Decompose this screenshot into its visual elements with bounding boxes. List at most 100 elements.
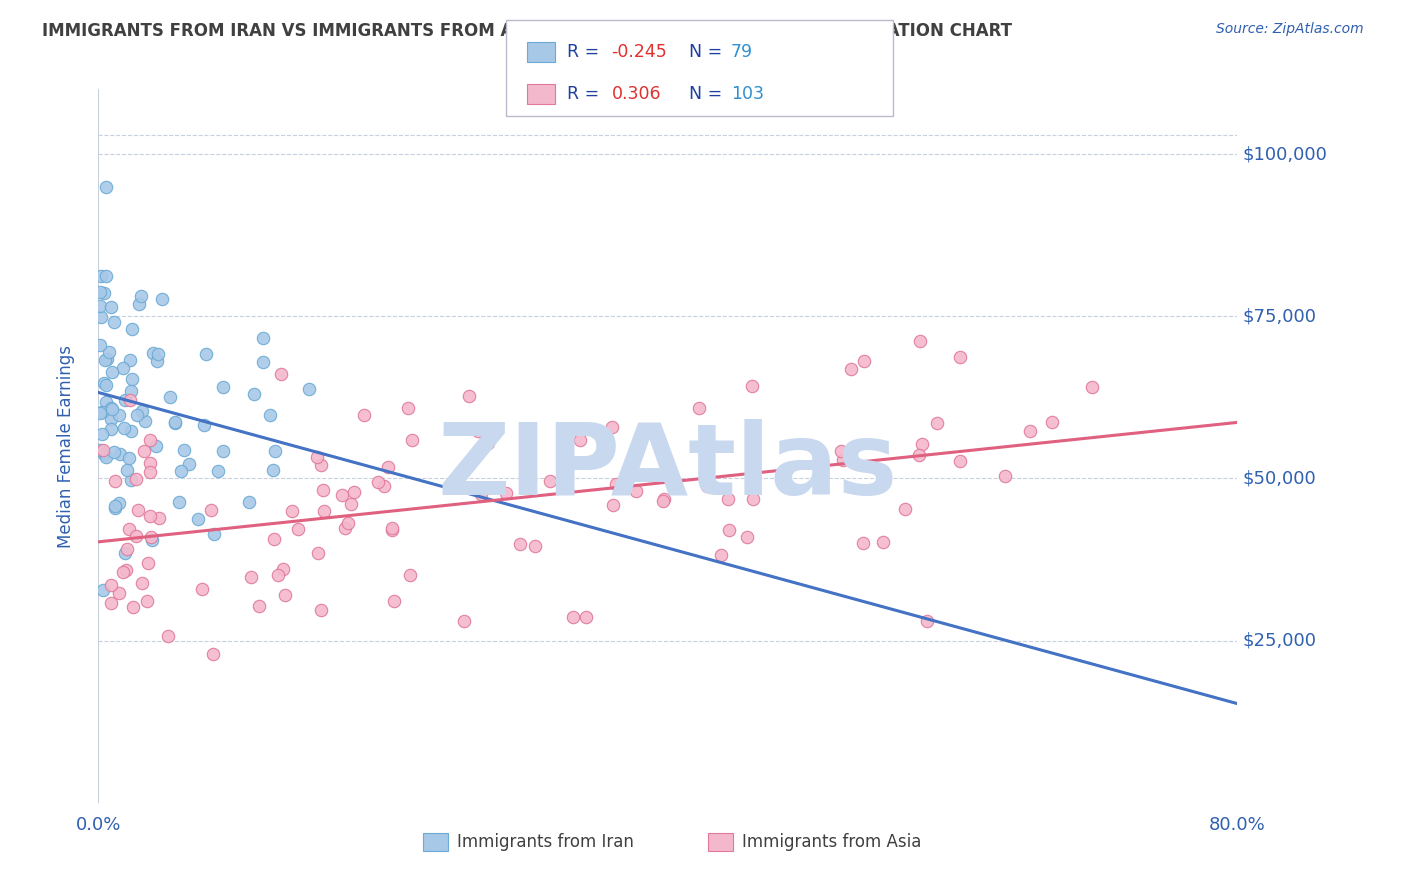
Point [467,424,489,438]
Point [191,582,214,596]
Point [100,365,122,379]
Point [852,354,875,368]
Point [173,443,195,458]
Point [103,315,125,329]
Point [373,479,395,493]
Point [207,464,229,478]
Point [100,422,122,436]
Point [569,434,592,448]
Point [1040,415,1063,429]
Point [115,541,138,556]
Point [267,567,290,582]
Point [194,347,217,361]
Point [367,475,389,489]
Point [201,647,224,661]
Point [330,488,353,502]
FancyBboxPatch shape [707,833,733,851]
Point [187,512,209,526]
Point [94,450,117,464]
Point [600,420,623,434]
Point [132,444,155,458]
Point [115,463,138,477]
Point [145,439,167,453]
Point [523,539,546,553]
Point [337,516,360,531]
Point [193,418,215,433]
Point [741,491,763,506]
Point [108,408,131,422]
Point [309,603,332,617]
Point [120,384,142,398]
Point [1081,379,1104,393]
Text: ZIPAtlas: ZIPAtlas [437,419,898,516]
Point [453,615,475,629]
Point [396,401,419,416]
Point [128,297,150,311]
Point [509,537,531,551]
Point [561,610,583,624]
Text: 0.306: 0.306 [612,85,661,103]
Point [125,529,148,543]
Point [125,472,148,486]
Point [90,427,112,442]
Point [112,421,135,435]
Point [121,322,143,336]
Point [114,393,136,408]
Point [262,463,284,477]
Point [949,454,972,468]
Point [949,350,972,364]
Point [139,530,162,544]
Point [994,468,1017,483]
Point [157,629,180,643]
Point [136,556,159,570]
Point [252,355,274,369]
Text: $25,000: $25,000 [1243,632,1317,649]
Point [202,527,225,541]
Point [807,459,830,474]
Point [89,443,111,458]
Point [103,474,125,488]
Point [163,415,186,429]
Point [125,408,148,422]
Point [142,346,165,360]
Point [238,495,260,509]
Point [117,522,139,536]
Text: Immigrants from Iran: Immigrants from Iran [457,833,634,851]
Point [239,570,262,584]
Text: $50,000: $50,000 [1243,469,1317,487]
Text: N =: N = [689,43,728,61]
Point [90,268,112,283]
Point [148,347,170,361]
Point [118,393,141,408]
Point [96,352,118,367]
Point [148,511,170,525]
Point [94,179,117,194]
Text: Immigrants from Asia: Immigrants from Asia [742,833,921,851]
Point [104,500,127,514]
Text: $100,000: $100,000 [1243,145,1327,163]
Point [94,268,117,283]
Point [927,416,949,430]
Point [872,534,894,549]
Point [717,491,740,506]
Point [114,546,136,560]
Point [89,285,111,299]
Point [100,596,122,610]
Point [908,448,931,462]
Point [115,563,138,577]
Point [381,523,404,537]
Point [735,530,758,544]
Point [273,588,295,602]
Point [141,533,163,548]
Point [111,360,134,375]
Point [91,405,114,419]
Point [89,406,111,420]
Point [307,546,329,560]
Point [398,567,420,582]
Point [159,390,181,404]
Point [91,583,114,598]
Point [179,458,201,472]
Point [312,483,335,498]
Point [93,376,115,390]
Point [98,344,121,359]
